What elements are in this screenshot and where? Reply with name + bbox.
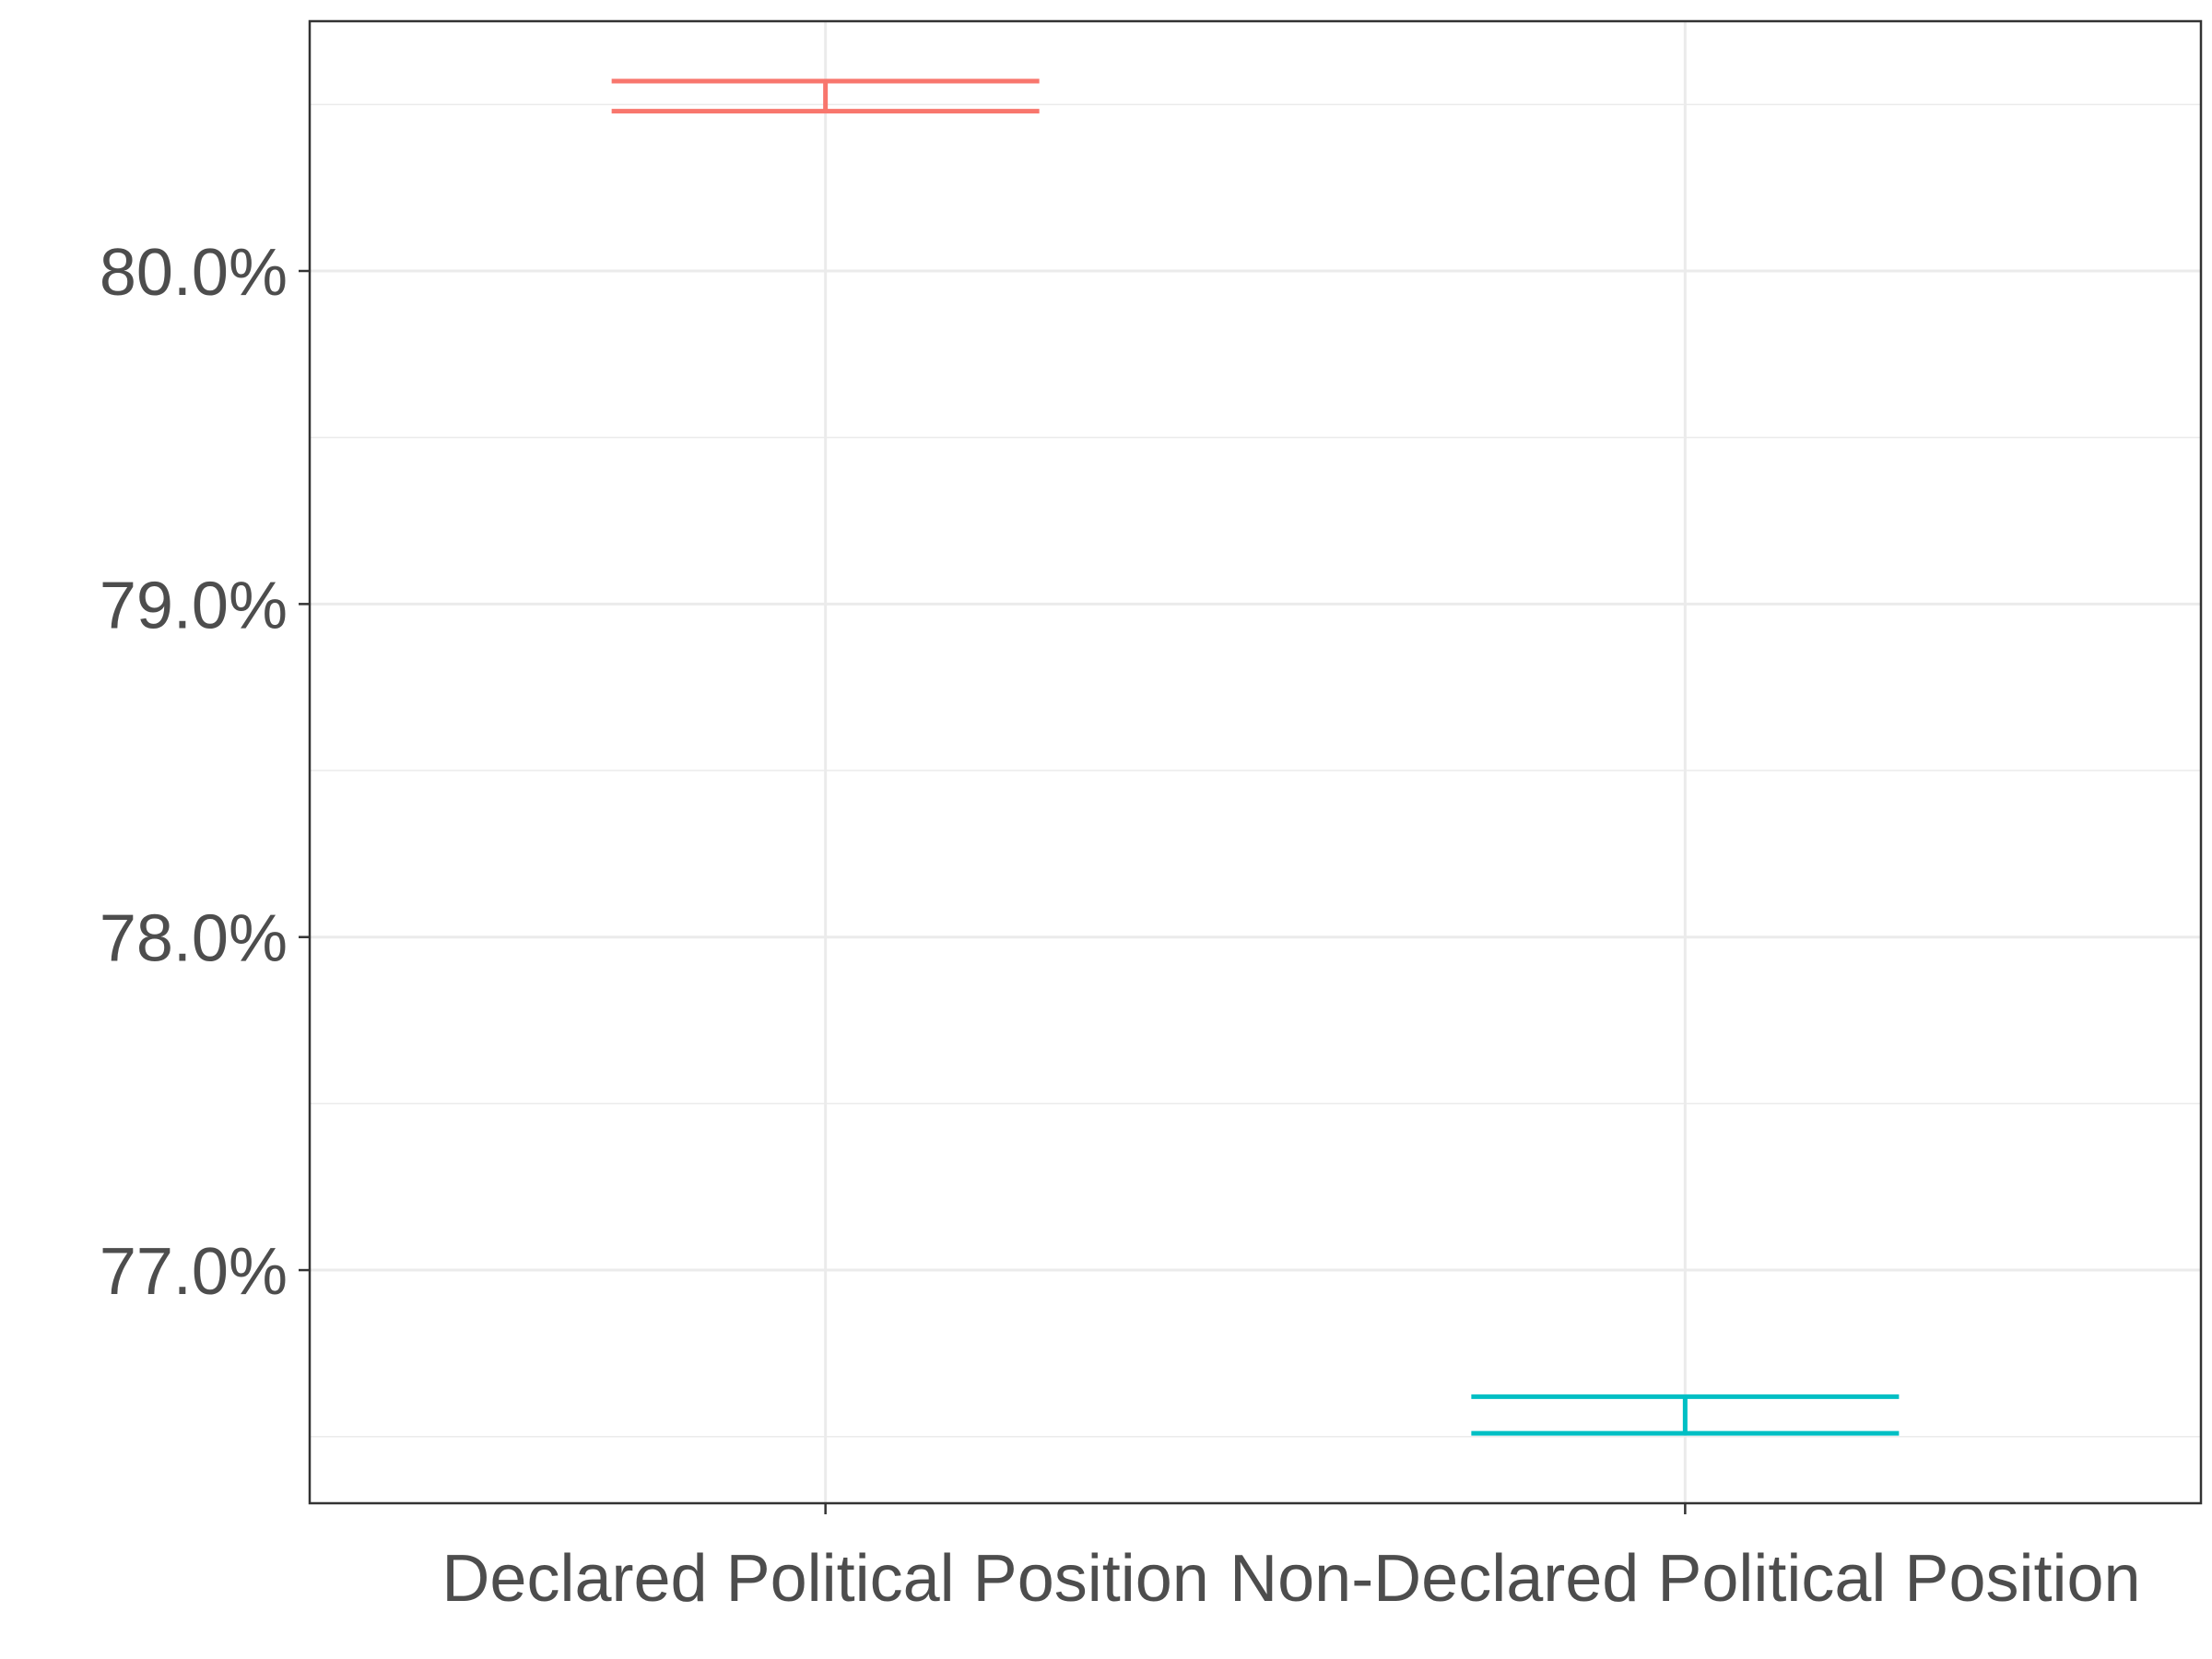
- y-tick-label: 79.0%: [100, 569, 288, 642]
- plot-background: [310, 21, 2201, 1503]
- y-tick-label: 77.0%: [100, 1235, 288, 1309]
- x-tick-label: Declared Political Position: [441, 1542, 1208, 1616]
- y-tick-label: 80.0%: [100, 236, 288, 310]
- y-axis-tick-labels: 77.0% 78.0% 79.0% 80.0%: [100, 236, 288, 1309]
- minor-gridlines: [310, 103, 2201, 1438]
- plot-border: [308, 19, 2203, 1505]
- error-bar: [1471, 1394, 1900, 1436]
- error-bar: [611, 78, 1040, 114]
- x-axis-tick-labels: Declared Political Position Non-Declared …: [441, 1542, 2140, 1616]
- x-tick-label: Non-Declared Political Position: [1230, 1542, 2140, 1616]
- axis-ticks: [299, 269, 1687, 1514]
- major-gridlines: [310, 21, 2201, 1503]
- y-tick-label: 78.0%: [100, 902, 288, 976]
- error-bars: [611, 78, 1900, 1436]
